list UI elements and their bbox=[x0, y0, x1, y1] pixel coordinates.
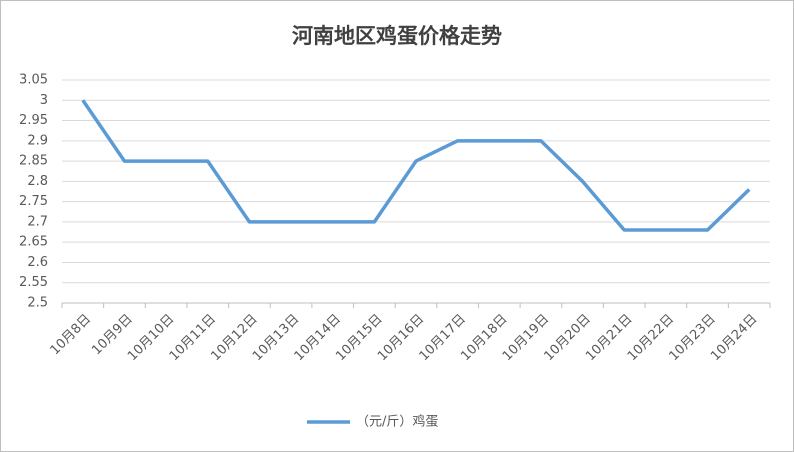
y-tick-label: 2.85 bbox=[19, 154, 48, 169]
y-tick-label: 2.75 bbox=[19, 194, 48, 209]
y-tick-label: 2.9 bbox=[27, 133, 48, 148]
y-tick-label: 2.8 bbox=[27, 174, 48, 189]
y-tick-label: 2.95 bbox=[19, 113, 48, 128]
y-tick-label: 2.6 bbox=[27, 255, 48, 270]
y-tick-label: 3 bbox=[40, 93, 48, 108]
y-tick-label: 2.5 bbox=[27, 296, 48, 311]
chart-title: 河南地区鸡蛋价格走势 bbox=[292, 24, 502, 48]
line-series bbox=[81, 99, 751, 232]
y-tick-label: 2.55 bbox=[19, 275, 48, 290]
y-tick-label: 2.7 bbox=[27, 214, 48, 229]
y-tick-label: 3.05 bbox=[19, 73, 48, 88]
y-tick-label: 2.65 bbox=[19, 235, 48, 250]
legend-label: （元/斤）鸡蛋 bbox=[356, 414, 438, 430]
